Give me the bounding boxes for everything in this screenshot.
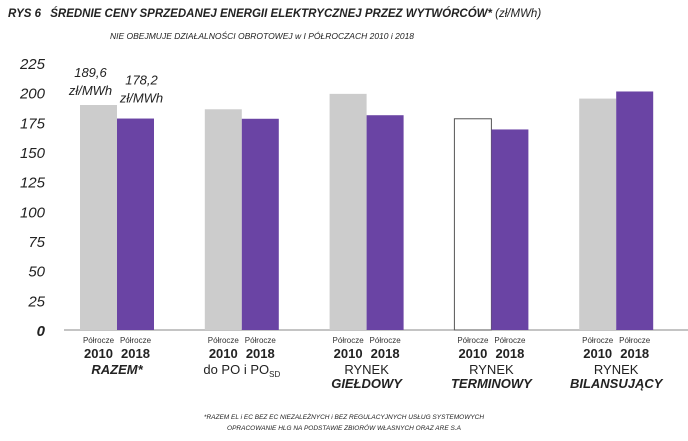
data-label: 189,6 <box>74 65 107 80</box>
x-tick-caption: Półrocze <box>83 336 115 345</box>
chart-subtitle: NIE OBEJMUJE DZIAŁALNOŚCI OBROTOWEJ w I … <box>110 31 415 41</box>
bar-2010 <box>453 118 492 331</box>
y-tick-label: 225 <box>19 56 46 73</box>
category-label: do PO i POSD <box>203 362 280 379</box>
y-tick-label: 25 <box>27 293 45 310</box>
category-label: RYNEK <box>594 362 639 377</box>
x-tick-caption: Półrocze <box>619 336 651 345</box>
y-tick-label: 0 <box>37 323 46 340</box>
footnote-2: OPRACOWANIE HLG NA PODSTAWIE ZBIORÓW WŁA… <box>227 425 461 432</box>
data-label-unit: zł/MWh <box>68 83 112 98</box>
figure-number: RYS 6 <box>8 8 42 20</box>
x-tick-label: 2018 <box>121 346 150 361</box>
data-label: 178,2 <box>125 73 158 88</box>
x-tick-label: 2010 <box>458 346 487 361</box>
footnote-1: *RAZEM EL i EC BEZ EC NIEZALEŻNYCH i BEZ… <box>203 414 485 421</box>
x-tick-label: 2018 <box>371 346 400 361</box>
category-label: BILANSUJĄCY <box>570 376 664 391</box>
x-tick-label: 2018 <box>246 346 275 361</box>
category-label: TERMINOWY <box>451 376 533 391</box>
x-tick-caption: Półrocze <box>120 336 152 345</box>
bar-2018 <box>366 115 404 330</box>
x-tick-label: 2010 <box>209 346 238 361</box>
bar-2018 <box>616 91 654 330</box>
x-tick-caption: Półrocze <box>333 336 365 345</box>
x-tick-label: 2010 <box>84 346 113 361</box>
y-tick-label: 50 <box>28 264 45 281</box>
bar-2018 <box>491 129 529 330</box>
x-tick-label: 2018 <box>495 346 524 361</box>
x-tick-caption: Półrocze <box>457 336 489 345</box>
x-tick-caption: Półrocze <box>582 336 614 345</box>
y-tick-label: 125 <box>20 175 46 192</box>
category-label: GIEŁDOWY <box>331 376 403 391</box>
category-label: RAZEM* <box>91 362 143 377</box>
bar-2018 <box>241 118 279 330</box>
bar-2010 <box>329 93 367 330</box>
x-tick-caption: Półrocze <box>208 336 240 345</box>
y-tick-label: 200 <box>19 86 46 103</box>
x-tick-label: 2010 <box>334 346 363 361</box>
y-tick-label: 150 <box>20 145 46 162</box>
bar-2010 <box>204 109 242 330</box>
x-tick-caption: Półrocze <box>245 336 277 345</box>
category-label-subscript: SD <box>269 370 280 379</box>
bar-2010 <box>579 98 617 330</box>
y-tick-label: 175 <box>20 115 46 132</box>
data-label-unit: zł/MWh <box>119 91 163 106</box>
category-label: RYNEK <box>344 362 389 377</box>
chart-title: RYS 6 ŚREDNIE CENY SPRZEDANEJ ENERGII EL… <box>8 8 541 20</box>
x-tick-label: 2010 <box>583 346 612 361</box>
y-tick-label: 100 <box>20 204 46 221</box>
x-tick-caption: Półrocze <box>370 336 402 345</box>
bar-2010 <box>80 105 117 331</box>
bar-2018 <box>117 118 154 330</box>
y-tick-label: 75 <box>28 234 45 251</box>
title-unit: (zł/MWh) <box>495 8 542 20</box>
x-tick-label: 2018 <box>620 346 649 361</box>
title-text: ŚREDNIE CENY SPRZEDANEJ ENERGII ELEKTRYC… <box>50 8 492 20</box>
x-tick-caption: Półrocze <box>494 336 526 345</box>
category-label: RYNEK <box>469 362 514 377</box>
